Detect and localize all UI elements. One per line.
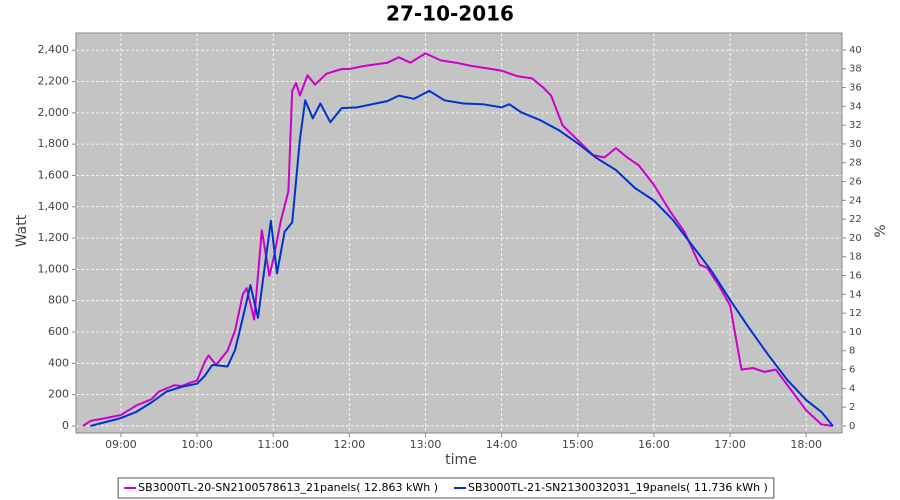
series-line [82,52,834,427]
x-tick-label: 17:00 [714,438,746,451]
x-tick-label: 16:00 [638,438,670,451]
y-tick-label: 2,000 [38,106,70,119]
y-tick-label: 1,400 [38,200,70,213]
y-tick-label: 200 [48,388,69,401]
y-tick-label: 2,200 [38,75,70,88]
x-tick-label: 15:00 [562,438,594,451]
y2-tick-label: 20 [849,233,862,244]
y-tick-label: 1,000 [38,262,70,275]
x-tick-label: 10:00 [181,438,213,451]
y2-tick-label: 40 [849,45,862,56]
legend-label: SB3000TL-20-SN2100578613_21panels( 12.86… [138,481,438,494]
x-axis-label: time [445,452,477,468]
x-tick-label: 13:00 [410,438,442,451]
y-tick-label: 600 [48,325,69,338]
y2-tick-label: 6 [849,365,855,376]
y-tick-label: 1,800 [38,137,70,150]
y2-tick-label: 10 [849,327,862,338]
x-tick-label: 09:00 [105,438,137,451]
y-tick-label: 1,600 [38,168,70,181]
y2-tick-label: 30 [849,139,862,150]
y-tick-label: 0 [62,419,69,432]
y-axis-label: Watt [14,214,30,247]
plot-area [75,32,843,434]
y2-tick-label: 34 [849,101,862,112]
y2-tick-label: 12 [849,308,862,319]
legend-label: SB3000TL-21-SN2130032031_19panels( 11.73… [468,481,768,494]
y2-tick-label: 22 [849,214,862,225]
y2-tick-label: 28 [849,158,862,169]
y2-tick-label: 8 [849,346,855,357]
x-tick-label: 18:00 [790,438,822,451]
y2-tick-label: 0 [849,421,855,432]
x-tick-label: 12:00 [334,438,366,451]
x-tick-label: 14:00 [486,438,518,451]
y2-tick-label: 18 [849,252,862,263]
y2-tick-label: 24 [849,195,862,206]
legend-box [117,477,775,499]
series-line [90,89,834,427]
x-tick-label: 11:00 [257,438,289,451]
y2-tick-label: 16 [849,271,862,282]
y-tick-label: 2,400 [38,43,70,56]
chart-title: 27-10-2016 [386,2,514,26]
y2-axis-label: % [873,224,889,237]
y2-tick-label: 36 [849,83,862,94]
y2-tick-label: 26 [849,177,862,188]
y-tick-label: 1,200 [38,231,70,244]
y-tick-label: 400 [48,356,69,369]
y2-tick-label: 14 [849,289,862,300]
y-tick-label: 800 [48,294,69,307]
y2-tick-label: 4 [849,383,855,394]
y2-tick-label: 32 [849,120,862,131]
y2-tick-label: 38 [849,64,862,75]
y2-tick-label: 2 [849,402,855,413]
